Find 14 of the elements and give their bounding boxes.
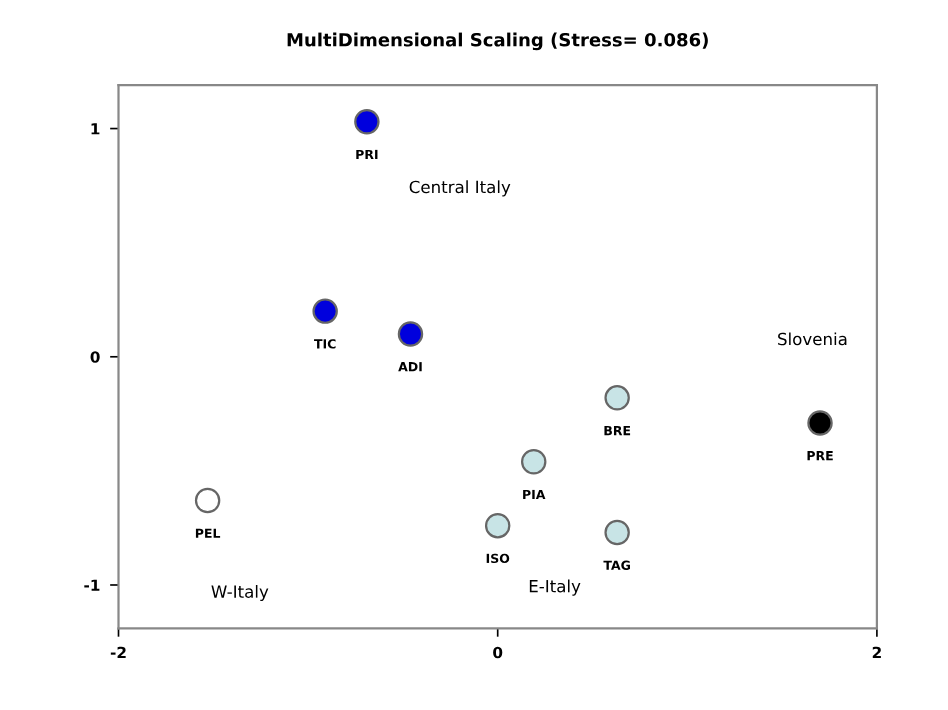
point [194,487,221,514]
point [397,321,424,347]
annotation: Slovenia [778,332,847,346]
point [807,410,833,436]
point [354,108,380,135]
annotation: Central Italy [409,180,511,197]
annotation: E-Italy [529,579,581,596]
point [604,385,630,411]
annotation: W-Italy [211,584,269,602]
point [484,512,511,539]
point [520,449,547,475]
point [312,298,338,324]
point [604,519,630,546]
chart-title: MultiDimensional Scaling (Stress= 0.086) [287,32,708,51]
